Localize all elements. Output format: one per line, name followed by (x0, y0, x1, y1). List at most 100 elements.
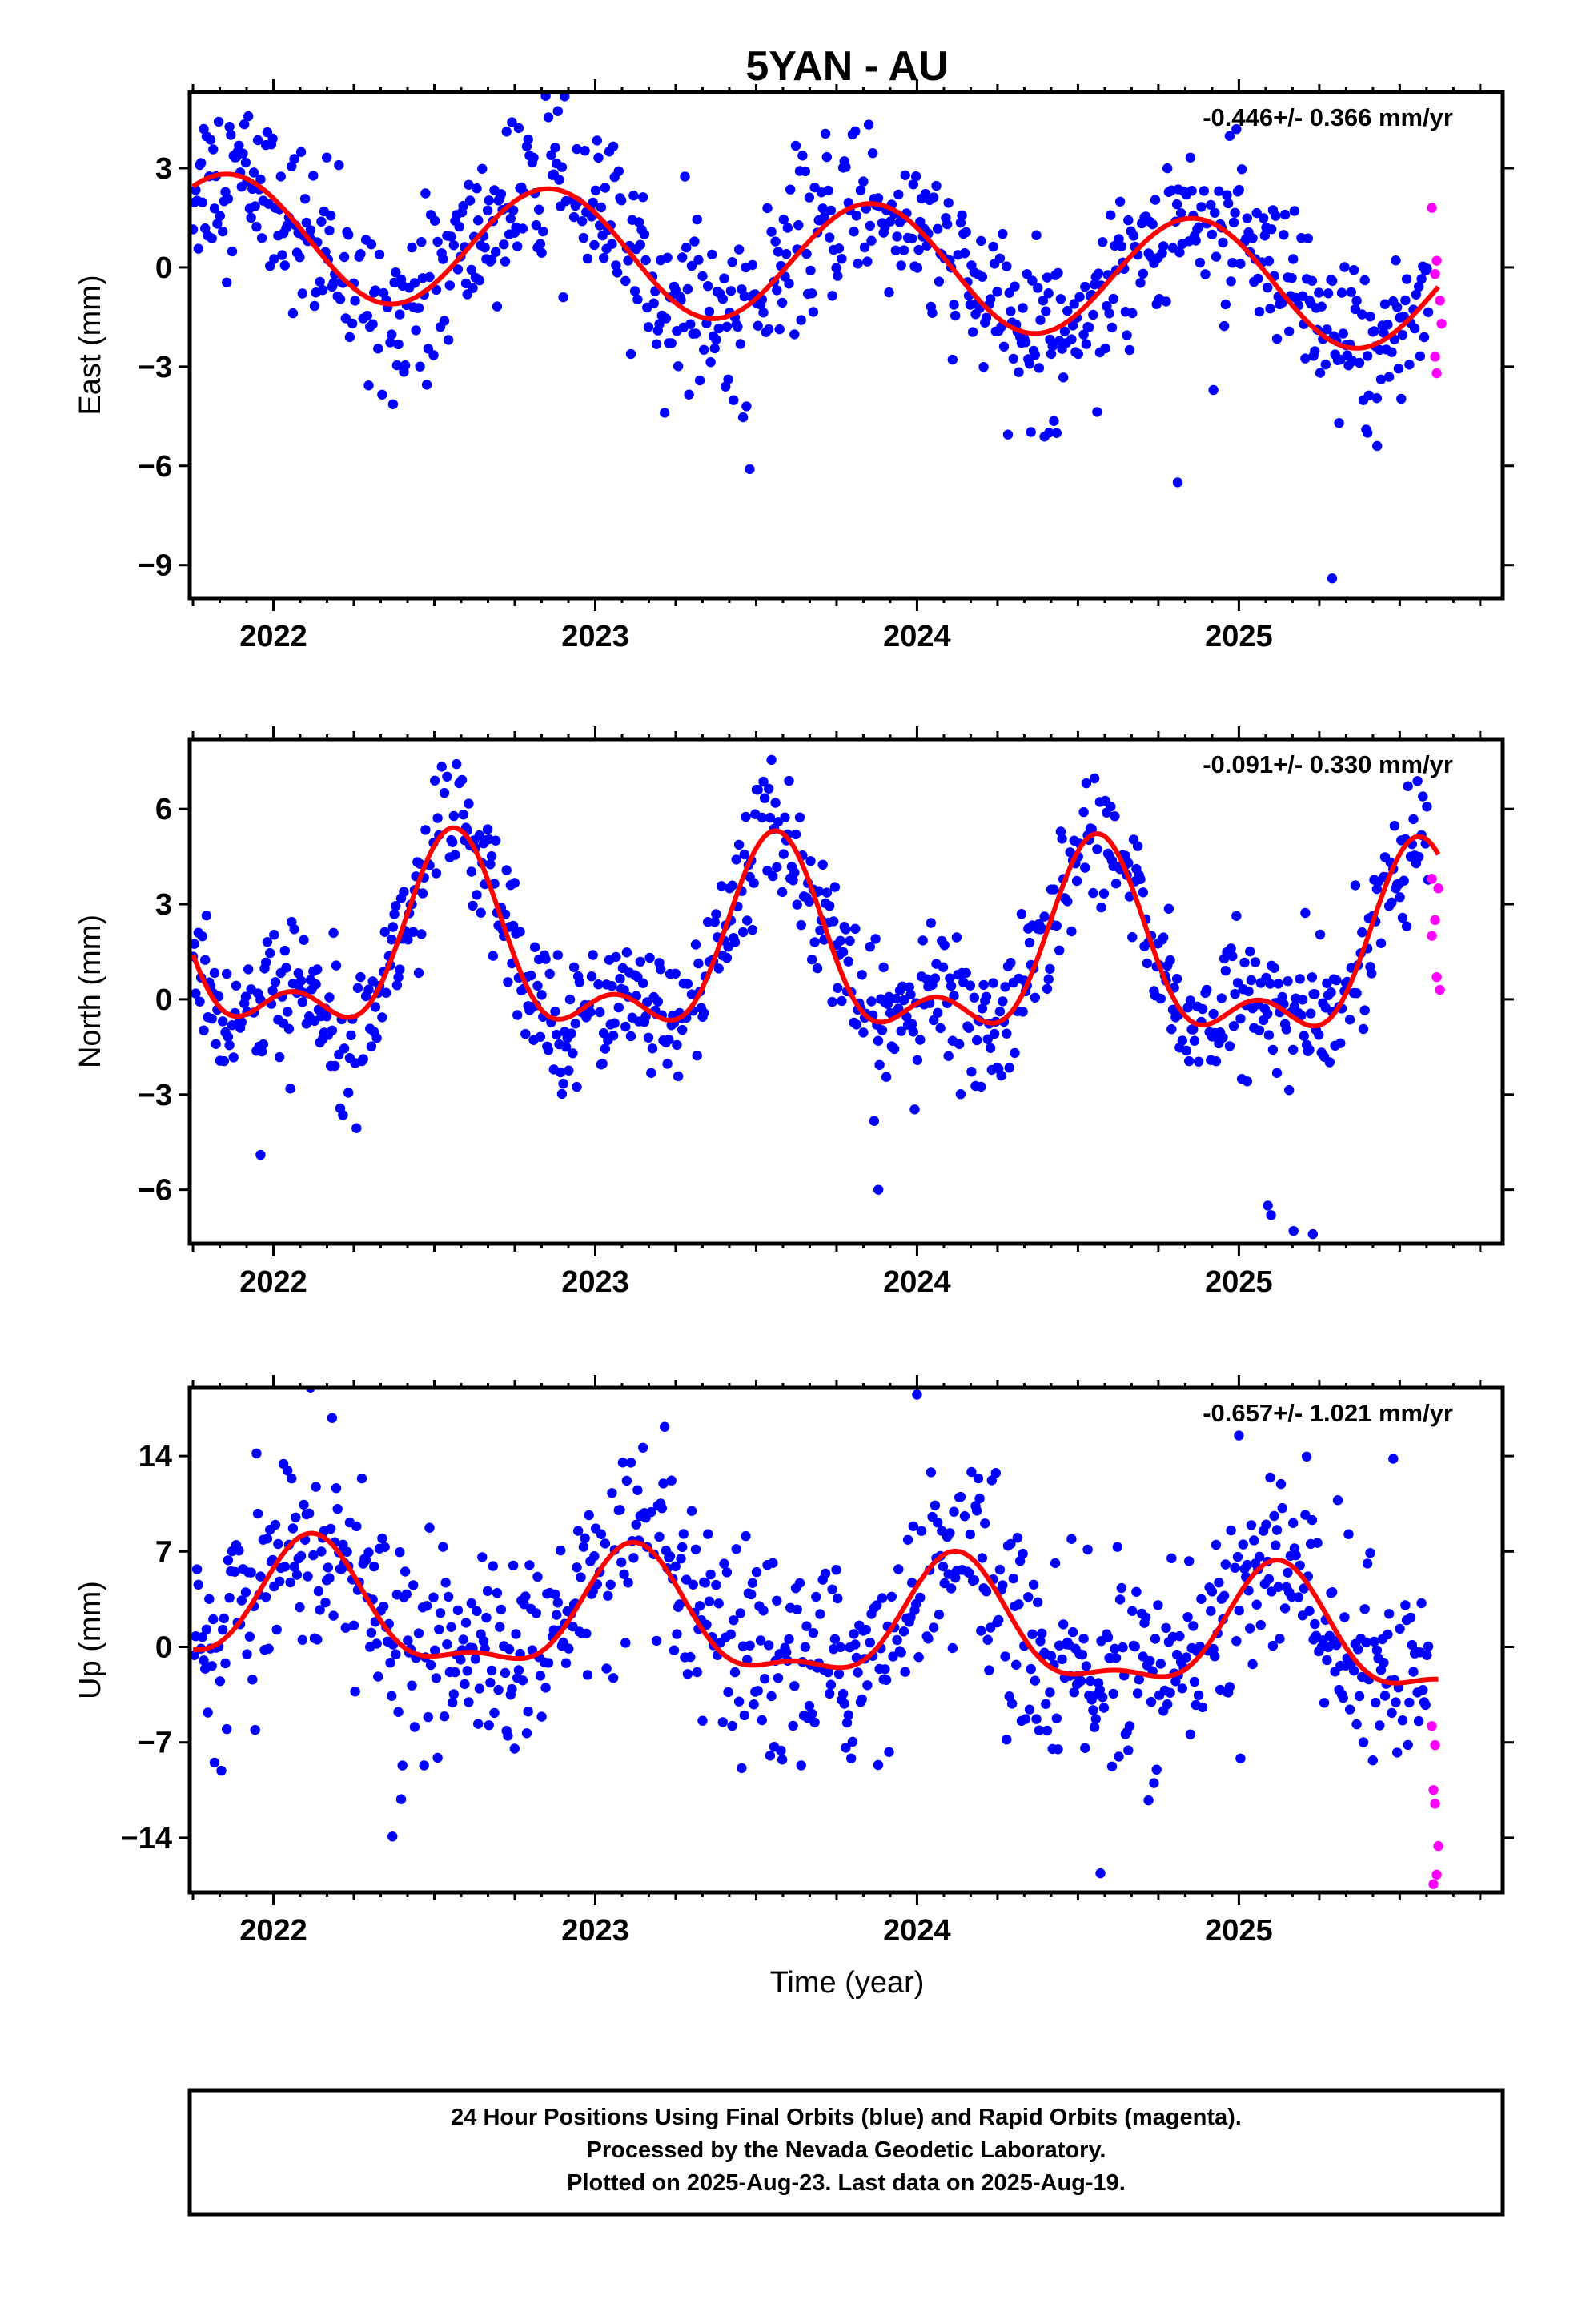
final-orbit-point (295, 975, 307, 986)
final-orbit-point (881, 1675, 892, 1685)
final-orbit-point (316, 216, 327, 227)
final-orbit-point (1193, 1690, 1204, 1701)
final-orbit-point (420, 825, 431, 835)
final-orbit-point (701, 1619, 712, 1630)
final-orbit-point (1077, 1650, 1088, 1660)
final-orbit-point (1096, 902, 1106, 913)
final-orbit-point (863, 119, 874, 130)
final-orbit-point (484, 195, 494, 206)
final-orbit-point (1239, 957, 1250, 968)
final-orbit-point (985, 1622, 996, 1633)
final-orbit-point (1108, 1688, 1118, 1699)
final-orbit-point (976, 235, 986, 247)
final-orbit-point (328, 1610, 339, 1621)
final-orbit-point (812, 963, 823, 974)
final-orbit-point (1026, 1663, 1036, 1675)
final-orbit-point (593, 152, 604, 163)
final-orbit-point (647, 1043, 658, 1054)
final-orbit-point (1218, 1032, 1228, 1043)
final-orbit-point (191, 1564, 203, 1574)
final-orbit-point (1062, 305, 1073, 316)
final-orbit-point (1000, 1651, 1010, 1662)
final-orbit-point (218, 226, 228, 237)
final-orbit-point (351, 1123, 362, 1133)
final-orbit-point (1375, 938, 1387, 948)
final-orbit-point (965, 980, 976, 991)
final-orbit-point (881, 1072, 892, 1082)
final-orbit-point (508, 205, 519, 215)
final-orbit-point (825, 1688, 835, 1699)
final-orbit-point (205, 135, 216, 145)
final-orbit-point (509, 1743, 520, 1754)
final-orbit-point (723, 374, 733, 384)
final-orbit-point (1323, 1642, 1334, 1653)
final-orbit-point (1171, 199, 1182, 210)
final-orbit-point (440, 1578, 451, 1588)
final-orbit-point (1261, 1519, 1271, 1530)
final-orbit-point (452, 758, 462, 770)
final-orbit-point (1174, 247, 1185, 258)
final-orbit-point (1379, 299, 1391, 309)
data-points (190, 1388, 1443, 1889)
final-orbit-point (1018, 303, 1028, 313)
footer-line-2: Processed by the Nevada Geodetic Laborat… (587, 2137, 1106, 2163)
final-orbit-point (1093, 268, 1104, 279)
final-orbit-point (652, 996, 663, 1007)
final-orbit-point (1210, 207, 1220, 218)
rate-label: -0.091+/- 0.330 mm/yr (1203, 750, 1453, 778)
final-orbit-point (1034, 1725, 1045, 1735)
final-orbit-point (1155, 993, 1166, 1004)
final-orbit-point (1300, 1510, 1311, 1520)
final-orbit-point (1150, 1634, 1161, 1644)
final-orbit-point (456, 774, 468, 786)
final-orbit-point (759, 1674, 770, 1684)
final-orbit-point (399, 887, 409, 897)
panel-frame (187, 1385, 1505, 1895)
final-orbit-point (1044, 428, 1054, 438)
final-orbit-point (1196, 202, 1207, 212)
final-orbit-point (1057, 834, 1067, 844)
panel-frame (187, 90, 1505, 601)
final-orbit-point (707, 249, 717, 260)
final-orbit-point (421, 380, 432, 390)
final-orbit-point (1269, 963, 1279, 973)
final-orbit-point (1163, 903, 1174, 914)
final-orbit-point (644, 952, 655, 963)
final-orbit-point (884, 1747, 894, 1757)
final-orbit-point (313, 1586, 324, 1597)
final-orbit-point (770, 236, 781, 247)
final-orbit-point (1208, 1008, 1219, 1019)
final-orbit-point (564, 1643, 574, 1654)
final-orbit-point (1349, 265, 1359, 275)
final-orbit-point (821, 887, 833, 898)
final-orbit-point (274, 1576, 285, 1587)
final-orbit-point (230, 1566, 240, 1578)
final-orbit-point (719, 273, 729, 283)
final-orbit-point (338, 1110, 348, 1120)
final-orbit-point (512, 1010, 523, 1020)
final-orbit-point (287, 1473, 297, 1484)
final-orbit-point (224, 122, 235, 132)
final-orbit-point (1128, 231, 1139, 241)
final-orbit-point (1346, 287, 1357, 297)
final-orbit-point (837, 254, 847, 264)
final-orbit-point (1279, 1603, 1291, 1614)
rapid-orbit-point (1431, 1869, 1442, 1880)
final-orbit-point (1011, 1659, 1022, 1670)
final-orbit-point (1288, 1225, 1299, 1236)
final-orbit-point (1181, 1045, 1192, 1056)
final-orbit-point (240, 1587, 251, 1598)
final-orbit-point (1246, 975, 1257, 986)
final-orbit-point (1226, 276, 1236, 287)
final-orbit-point (299, 935, 309, 946)
final-orbit-point (609, 1018, 620, 1028)
final-orbit-point (1423, 307, 1434, 317)
final-orbit-point (666, 338, 677, 348)
final-orbit-point (1279, 230, 1289, 240)
final-orbit-point (199, 1655, 209, 1666)
final-orbit-point (1388, 1454, 1399, 1464)
final-orbit-point (536, 247, 547, 258)
final-orbit-point (485, 859, 496, 870)
final-orbit-point (1207, 229, 1218, 240)
final-orbit-point (692, 1667, 702, 1678)
